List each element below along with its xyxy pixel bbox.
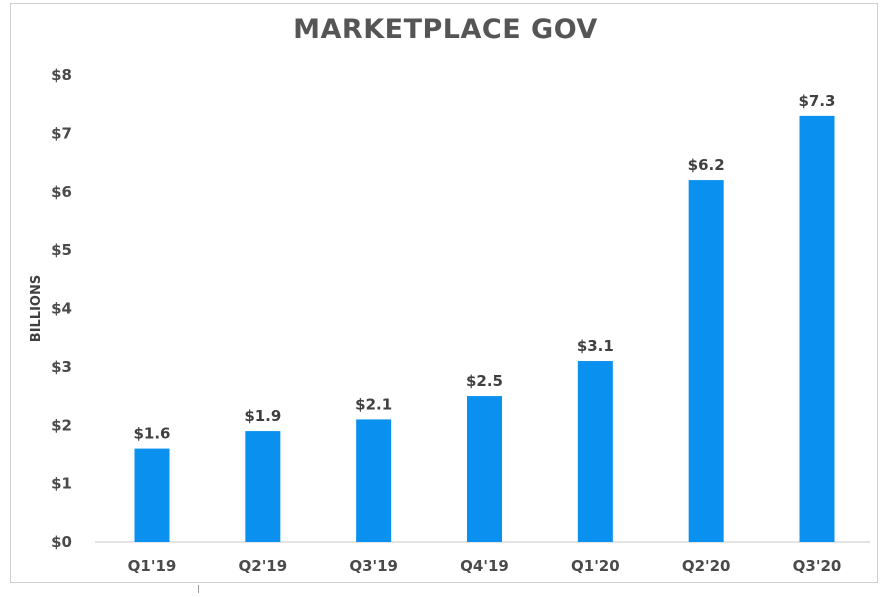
x-tick-label: Q3'20	[793, 557, 842, 575]
y-tick-label: $4	[51, 300, 72, 318]
y-tick-label: $2	[51, 416, 72, 434]
bar	[688, 180, 724, 542]
data-label: $2.1	[355, 395, 392, 413]
bar	[134, 448, 170, 542]
data-label: $7.3	[798, 92, 835, 110]
x-tick-label: Q2'19	[239, 557, 288, 575]
bar	[577, 361, 613, 542]
data-label: $1.9	[244, 407, 281, 425]
x-tick-label: Q3'19	[349, 557, 398, 575]
y-axis-title: BILLIONS	[29, 275, 44, 342]
y-tick-label: $3	[51, 358, 72, 376]
bar	[356, 419, 392, 542]
y-tick-label: $8	[51, 66, 72, 84]
x-tick-label: Q1'19	[128, 557, 177, 575]
y-tick-label: $0	[51, 533, 72, 551]
y-tick-label: $6	[51, 183, 72, 201]
x-tick-label: Q4'19	[460, 557, 509, 575]
x-tick-label: Q1'20	[571, 557, 620, 575]
chart-title: MARKETPLACE GOV	[293, 14, 598, 45]
data-label: $2.5	[466, 372, 503, 390]
y-tick-label: $5	[51, 241, 72, 259]
bar	[245, 431, 281, 542]
divider-mark	[198, 585, 199, 593]
x-tick-label: Q2'20	[682, 557, 731, 575]
data-label: $1.6	[133, 425, 170, 443]
bar	[467, 396, 502, 542]
y-tick-label: $1	[51, 475, 72, 493]
y-tick-label: $7	[51, 124, 72, 142]
data-label: $6.2	[688, 156, 725, 174]
bar	[799, 115, 835, 543]
data-label: $3.1	[577, 337, 614, 355]
